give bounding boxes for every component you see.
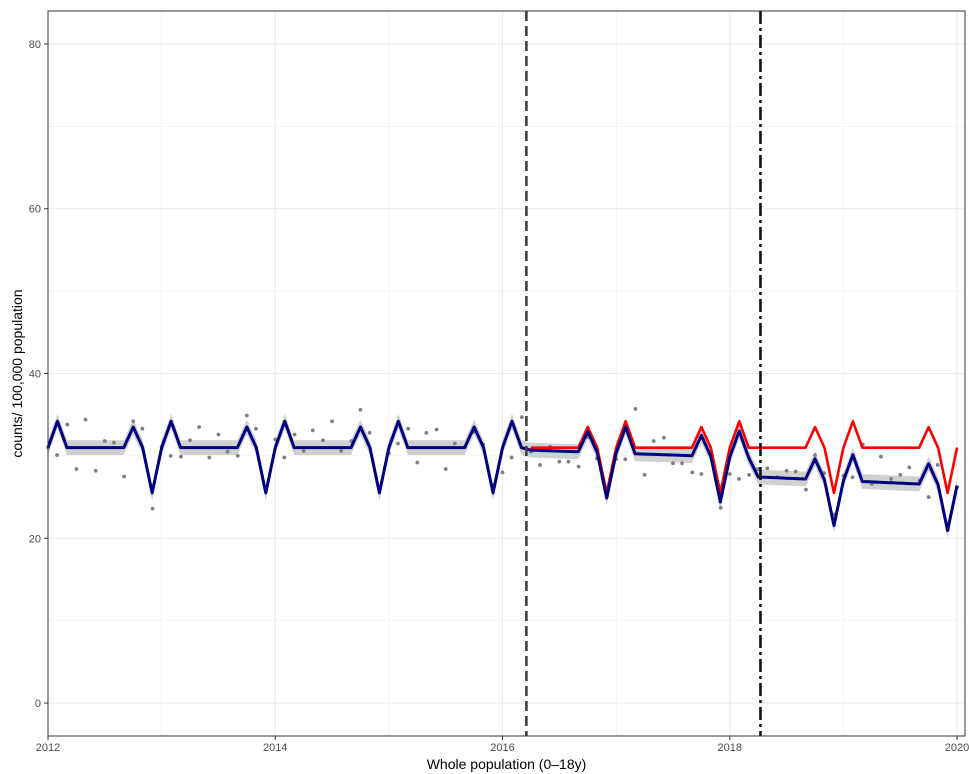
- observed-point: [415, 460, 420, 465]
- observed-point: [538, 463, 542, 467]
- observed-point: [804, 487, 808, 492]
- observed-point: [330, 419, 334, 424]
- observed-point: [122, 474, 127, 479]
- x-tick-label: 2016: [490, 742, 514, 754]
- observed-point: [500, 470, 505, 475]
- y-tick-label: 20: [29, 533, 41, 545]
- observed-point: [452, 441, 457, 446]
- observed-point: [150, 506, 155, 511]
- observed-point: [207, 455, 212, 460]
- observed-point: [690, 470, 695, 475]
- observed-point: [509, 455, 514, 460]
- x-tick-label: 2018: [718, 742, 742, 754]
- y-tick-label: 80: [29, 39, 41, 51]
- observed-point: [102, 439, 107, 443]
- fitted-line: [46, 419, 959, 533]
- observed-point: [813, 453, 817, 457]
- observed-point: [680, 461, 684, 466]
- observed-point: [784, 468, 789, 473]
- observed-point: [898, 472, 903, 477]
- observed-point: [396, 441, 400, 446]
- observed-point: [273, 437, 278, 442]
- y-tick-label: 40: [29, 369, 41, 381]
- observed-point: [443, 467, 448, 471]
- observed-point: [339, 449, 344, 453]
- observed-point: [935, 463, 940, 467]
- observed-point: [292, 432, 297, 437]
- x-tick-label: 2012: [36, 742, 60, 754]
- observed-point: [301, 449, 306, 453]
- series-lines: [46, 419, 959, 533]
- observed-point: [424, 430, 429, 435]
- observed-point: [197, 425, 202, 429]
- intervention-lines: [525, 11, 762, 736]
- observed-point: [699, 472, 704, 476]
- y-axis-title: counts/ 100,000 population: [9, 289, 25, 457]
- y-axis-ticks: 0 20 40 60 80: [29, 39, 48, 710]
- observed-point: [179, 454, 183, 459]
- observed-point: [756, 467, 761, 471]
- observed-point: [671, 461, 675, 466]
- observed-point: [168, 453, 173, 458]
- x-axis-ticks: 2012 2014 2016 2018 2020: [36, 736, 969, 754]
- observed-point: [74, 467, 79, 471]
- observed-point: [661, 435, 666, 440]
- observed-point: [406, 426, 411, 431]
- x-tick-label: 2014: [263, 742, 287, 754]
- observed-point: [651, 439, 656, 443]
- x-axis-title: Whole population (0–18y): [427, 756, 587, 772]
- observed-point: [576, 464, 581, 469]
- observed-point: [140, 426, 145, 431]
- y-tick-label: 60: [29, 204, 41, 216]
- observed-point: [557, 459, 562, 464]
- observed-point: [434, 427, 439, 432]
- observed-point: [254, 426, 258, 431]
- observed-point: [850, 475, 855, 480]
- observed-point: [623, 457, 628, 462]
- observed-point: [747, 472, 752, 477]
- x-tick-label: 2020: [945, 742, 969, 754]
- observed-point: [718, 505, 723, 510]
- observed-point: [216, 432, 221, 437]
- observed-point: [879, 454, 883, 459]
- observed-point: [889, 477, 894, 481]
- observed-point: [519, 415, 524, 420]
- observed-point: [282, 455, 287, 460]
- grid: [47, 11, 965, 736]
- observed-point: [907, 465, 912, 470]
- observed-point: [83, 417, 88, 422]
- observed-point: [188, 438, 192, 443]
- observed-point: [310, 428, 315, 433]
- observed-point: [642, 472, 647, 477]
- observed-point: [131, 419, 136, 424]
- observed-point: [244, 413, 249, 418]
- y-tick-label: 0: [35, 698, 41, 710]
- observed-point: [65, 422, 70, 427]
- observed-point: [633, 407, 638, 411]
- observed-point: [566, 459, 571, 464]
- observed-point: [321, 438, 325, 443]
- observed-point: [358, 407, 363, 412]
- observed-point: [727, 472, 732, 476]
- observed-point: [112, 440, 116, 445]
- observed-point: [765, 466, 770, 471]
- observed-point: [93, 468, 98, 473]
- observed-point: [926, 495, 931, 499]
- observed-point: [225, 449, 230, 454]
- observed-point: [235, 453, 240, 458]
- observed-point: [793, 469, 798, 474]
- observed-point: [367, 430, 372, 435]
- observed-point: [55, 453, 59, 457]
- observed-point: [736, 477, 741, 481]
